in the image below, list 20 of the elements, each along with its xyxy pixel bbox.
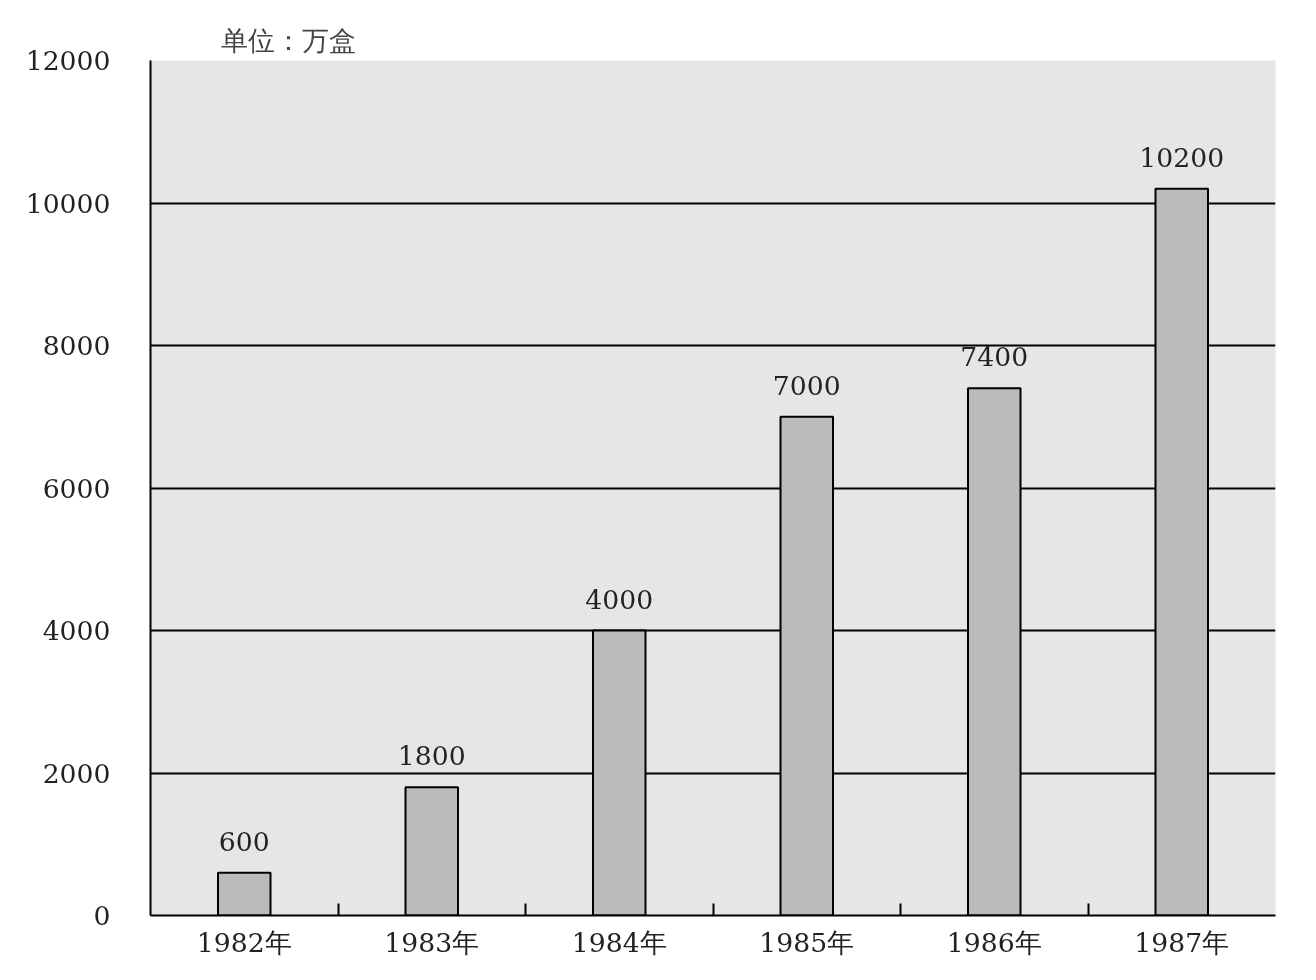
x-tick-label: 1985年 [759,926,855,958]
x-tick-label: 1983年 [384,926,480,958]
data-label: 1800 [397,740,466,772]
data-label: 4000 [585,583,654,615]
x-tick-label: 1987年 [1134,926,1230,958]
y-tick-label: 6000 [42,472,111,504]
y-tick-label: 10000 [25,187,111,219]
y-tick-label: 8000 [42,330,111,361]
x-tick-label: 1986年 [946,926,1042,958]
x-tick-label: 1984年 [571,926,667,958]
y-tick-label: 12000 [25,45,111,76]
data-label: 600 [218,825,270,857]
y-axis-title: 单位：万盒 [220,24,356,56]
data-label: 10200 [1139,141,1225,173]
data-label: 7400 [960,341,1029,373]
y-tick-label: 2000 [42,757,111,789]
data-label: 7000 [772,369,841,401]
x-tick-label: 1982年 [196,926,292,958]
y-tick-label: 0 [93,900,111,931]
y-tick-label: 4000 [42,615,111,646]
